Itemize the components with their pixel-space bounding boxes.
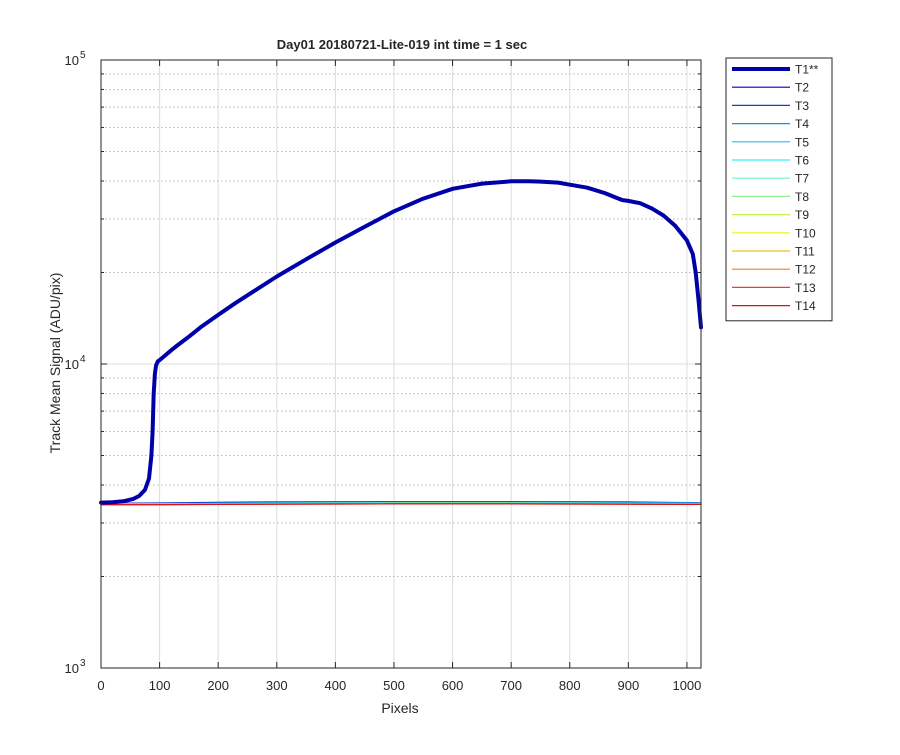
x-tick-label: 400 (325, 678, 347, 693)
x-tick-label: 0 (97, 678, 104, 693)
legend-label-T12: T12 (795, 263, 816, 277)
legend-label-T7: T7 (795, 172, 809, 186)
x-tick-label: 600 (442, 678, 464, 693)
legend-box (725, 57, 833, 322)
x-tick-label: 500 (383, 678, 405, 693)
x-tick-label: 100 (149, 678, 171, 693)
x-tick-label: 800 (559, 678, 581, 693)
legend-label-T13: T13 (795, 281, 816, 295)
legend-label-T4: T4 (795, 117, 809, 131)
x-tick-label: 200 (207, 678, 229, 693)
x-tick-label: 1000 (672, 678, 701, 693)
y-tick-exponent: 5 (80, 50, 86, 61)
legend-label-T10: T10 (795, 226, 816, 240)
series-line-T1 (99, 179, 703, 505)
y-tick-label: 10 (65, 53, 79, 68)
x-tick-label: 300 (266, 678, 288, 693)
legend-label-T9: T9 (795, 208, 809, 222)
legend-label-T11: T11 (795, 245, 815, 259)
chart-title: Day01 20180721-Lite-019 int time = 1 sec (277, 37, 527, 52)
y-axis-label: Track Mean Signal (ADU/pix) (47, 273, 63, 454)
x-tick-label: 700 (500, 678, 522, 693)
series-line-T14 (100, 503, 702, 506)
legend-label-T14: T14 (795, 299, 816, 313)
y-tick-label: 10 (65, 357, 79, 372)
legend-label-T8: T8 (795, 190, 809, 204)
y-tick-label: 10 (65, 661, 79, 676)
x-axis-label: Pixels (381, 700, 418, 716)
legend: T1** T2 T3 T4 T5 T6 T7 T8 T9 T10 T11 T12 T13 T14 (725, 57, 833, 322)
legend-label-T6: T6 (795, 154, 809, 168)
x-tick-label: 900 (617, 678, 639, 693)
y-tick-exponent: 4 (80, 354, 86, 365)
legend-label-T5: T5 (795, 135, 809, 149)
y-tick-exponent: 3 (80, 658, 86, 669)
legend-label-T3: T3 (795, 99, 809, 113)
legend-label-T1: T1** (795, 63, 819, 77)
legend-label-T2: T2 (795, 81, 809, 95)
